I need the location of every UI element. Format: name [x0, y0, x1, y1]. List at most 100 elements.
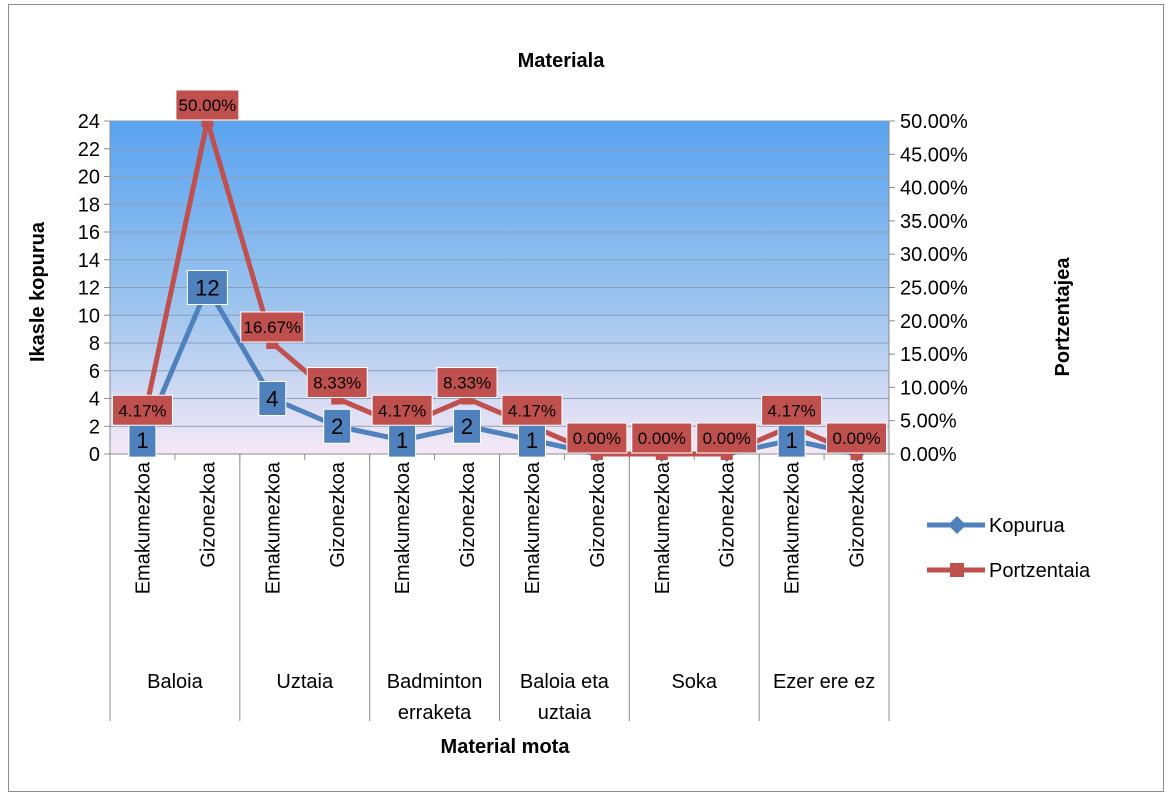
- percent-data-label: 50.00%: [175, 89, 240, 121]
- count-data-label: 1: [517, 422, 546, 458]
- data-label-text: 0.00%: [703, 429, 751, 448]
- y2-axis-title: Portzentajea: [1052, 257, 1074, 377]
- data-label-text: 8.33%: [313, 374, 361, 393]
- data-label-text: 4.17%: [768, 401, 816, 420]
- data-label-box: [258, 381, 287, 416]
- data-label-box: [436, 367, 498, 399]
- y-tick-label: 14: [78, 250, 100, 272]
- data-label-box: [501, 394, 563, 426]
- data-label-box: [186, 270, 228, 305]
- x-group-label: uztaia: [538, 702, 592, 724]
- chart-frame: 0 2 4 6 8 10 12 14 16 18 20 22 24 0.00% 5.00% 10.00% 15.…: [8, 4, 1164, 792]
- x-category-label: Emakumezkoa: [782, 461, 804, 594]
- y-tick-label: 6: [89, 361, 100, 383]
- y2-tick-label: 25.00%: [900, 278, 968, 300]
- y-tick-label: 12: [78, 278, 100, 300]
- data-label-box: [761, 394, 823, 426]
- legend-swatch-marker: [948, 516, 966, 534]
- y-tick-label: 18: [78, 194, 100, 216]
- data-label-box: [388, 422, 417, 458]
- x-group-label: Uztaia: [276, 671, 334, 693]
- data-label-text: 4.17%: [508, 401, 556, 420]
- chart-svg: 0246810121416182022240.00%5.00%10.00%15.…: [27, 50, 1091, 758]
- x-category-label: Gizonezkoa: [457, 461, 479, 567]
- data-label-text: 1: [136, 428, 148, 453]
- data-label-text: 4: [266, 386, 278, 411]
- data-label-text: 12: [195, 275, 219, 300]
- y-tick-label: 22: [78, 139, 100, 161]
- data-label-text: 4.17%: [378, 401, 426, 420]
- x-group-label: erraketa: [398, 702, 472, 724]
- data-label-text: 50.00%: [179, 96, 237, 115]
- y2-tick-label: 30.00%: [900, 244, 968, 266]
- legend-item-kopurua: Kopurua: [927, 515, 1065, 537]
- data-label-text: 0.00%: [638, 429, 686, 448]
- x-group-label: Baloia eta: [520, 671, 610, 693]
- percent-data-label: 4.17%: [111, 394, 173, 426]
- y-tick-label: 4: [89, 389, 100, 411]
- y-tick-label: 24: [78, 111, 100, 133]
- x-category-label: Gizonezkoa: [847, 461, 869, 567]
- percent-data-label: 8.33%: [436, 367, 498, 399]
- y-tick-label: 8: [89, 333, 100, 355]
- x-category-label: Emakumezkoa: [262, 461, 284, 594]
- y2-tick-label: 35.00%: [900, 211, 968, 233]
- data-label-text: 0.00%: [573, 429, 621, 448]
- percent-data-label: 16.67%: [240, 311, 305, 343]
- count-data-label: 12: [186, 270, 228, 305]
- x-category-label: Gizonezkoa: [587, 461, 609, 567]
- x-group-label: Baloia: [147, 671, 203, 693]
- percent-data-label: 0.00%: [566, 422, 628, 454]
- count-data-label: 1: [388, 422, 417, 458]
- data-label-text: 16.67%: [243, 318, 301, 337]
- data-label-text: 2: [331, 414, 343, 439]
- legend-label: Portzentaia: [989, 560, 1091, 582]
- data-label-box: [517, 422, 546, 458]
- chart-title: Materiala: [518, 50, 606, 72]
- x-category-label: Gizonezkoa: [717, 461, 739, 567]
- y2-tick-label: 20.00%: [900, 311, 968, 333]
- y-axis-title: Ikasle kopurua: [27, 221, 49, 362]
- y2-tick-label: 50.00%: [900, 111, 968, 133]
- percent-data-label: 0.00%: [696, 422, 758, 454]
- legend-label: Kopurua: [989, 515, 1065, 537]
- y2-tick-label: 10.00%: [900, 377, 968, 399]
- x-axis-title: Material mota: [441, 736, 571, 758]
- y-tick-label: 16: [78, 222, 100, 244]
- data-label-box: [453, 408, 482, 444]
- percent-data-label: 4.17%: [371, 394, 433, 426]
- percent-data-label: 8.33%: [306, 367, 368, 399]
- data-label-box: [306, 367, 368, 399]
- data-label-text: 1: [786, 428, 798, 453]
- percent-data-label: 0.00%: [631, 422, 693, 454]
- x-category-label: Emakumezkoa: [652, 461, 674, 594]
- data-label-box: [240, 311, 305, 343]
- y-tick-label: 2: [89, 416, 100, 438]
- percent-data-label: 4.17%: [501, 394, 563, 426]
- y-tick-label: 0: [89, 444, 100, 466]
- count-data-label: 1: [128, 422, 157, 458]
- x-group-label: Soka: [671, 671, 717, 693]
- legend-swatch-marker: [950, 563, 964, 577]
- data-label-box: [111, 394, 173, 426]
- data-label-text: 4.17%: [118, 401, 166, 420]
- data-label-box: [371, 394, 433, 426]
- x-category-label: Emakumezkoa: [522, 461, 544, 594]
- y2-tick-label: 40.00%: [900, 178, 968, 200]
- legend-item-portzentaia: Portzentaia: [927, 560, 1091, 582]
- x-category-label: Gizonezkoa: [327, 461, 349, 567]
- data-label-box: [566, 422, 628, 454]
- y2-tick-label: 0.00%: [900, 444, 957, 466]
- percent-data-label: 4.17%: [761, 394, 823, 426]
- count-data-label: 4: [258, 381, 287, 416]
- y-tick-label: 10: [78, 305, 100, 327]
- x-category-label: Gizonezkoa: [197, 461, 219, 567]
- x-category-label: Emakumezkoa: [392, 461, 414, 594]
- count-data-label: 2: [453, 408, 482, 444]
- y2-tick-label: 45.00%: [900, 144, 968, 166]
- y2-tick-label: 5.00%: [900, 411, 957, 433]
- data-label-text: 1: [396, 428, 408, 453]
- data-label-text: 0.00%: [832, 429, 880, 448]
- data-label-text: 2: [461, 414, 473, 439]
- data-label-box: [696, 422, 758, 454]
